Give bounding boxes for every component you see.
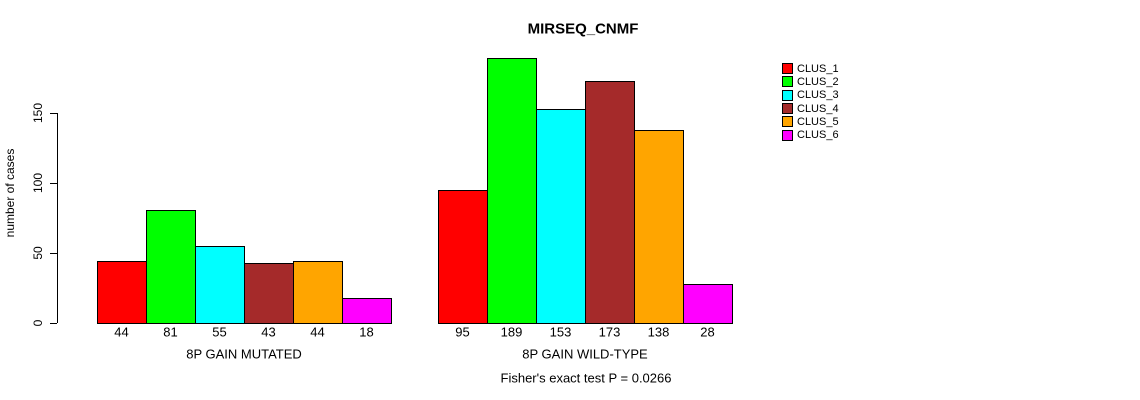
legend-item-clus_4: CLUS_4 xyxy=(782,102,839,115)
legend-label: CLUS_5 xyxy=(797,115,839,128)
bar-value-label: 43 xyxy=(261,324,276,340)
legend-label: CLUS_4 xyxy=(797,102,839,115)
bar-value-label: 44 xyxy=(310,324,325,340)
y-tick-label: 50 xyxy=(31,246,45,260)
x-group-label-2: 8P GAIN WILD-TYPE xyxy=(522,346,648,362)
legend-swatch xyxy=(782,103,793,115)
bar-value-label: 189 xyxy=(500,324,523,340)
y-tick-label: 0 xyxy=(31,319,45,327)
legend-item-clus_2: CLUS_2 xyxy=(782,75,839,88)
y-axis-line xyxy=(57,113,58,323)
legend-item-clus_3: CLUS_3 xyxy=(782,89,839,102)
bar-clus_1-group1 xyxy=(97,261,147,324)
bar-value-label: 81 xyxy=(163,324,178,340)
legend-swatch xyxy=(782,129,793,141)
bar-value-label: 138 xyxy=(647,324,670,340)
y-tick-mark xyxy=(50,323,57,324)
bar-clus_5-group1 xyxy=(293,261,343,324)
y-tick-mark xyxy=(50,183,57,184)
bar-value-label: 44 xyxy=(114,324,129,340)
legend-item-clus_1: CLUS_1 xyxy=(782,62,839,75)
legend-swatch xyxy=(782,116,793,128)
legend-label: CLUS_2 xyxy=(797,75,839,88)
bar-value-label: 95 xyxy=(455,324,470,340)
legend-item-clus_6: CLUS_6 xyxy=(782,128,839,141)
bar-value-label: 18 xyxy=(359,324,374,340)
bar-clus_4-group2 xyxy=(585,80,635,324)
bar-value-label: 153 xyxy=(549,324,572,340)
bar-value-label: 28 xyxy=(700,324,715,340)
fisher-test-note: Fisher's exact test P = 0.0266 xyxy=(500,370,672,386)
legend-swatch xyxy=(782,89,793,101)
y-tick-label: 150 xyxy=(31,102,45,124)
y-tick-label: 100 xyxy=(31,172,45,194)
bar-clus_5-group2 xyxy=(634,129,684,324)
bar-value-label: 173 xyxy=(598,324,621,340)
bar-clus_4-group1 xyxy=(244,262,294,324)
bar-clus_1-group2 xyxy=(438,190,488,324)
bar-clus_6-group2 xyxy=(683,283,733,324)
y-axis-label: number of cases xyxy=(3,148,17,238)
legend-swatch xyxy=(782,76,793,88)
bar-clus_3-group2 xyxy=(536,108,586,324)
legend-label: CLUS_1 xyxy=(797,62,839,75)
x-group-label-1: 8P GAIN MUTATED xyxy=(186,346,302,362)
legend-label: CLUS_6 xyxy=(797,129,839,142)
bar-clus_2-group1 xyxy=(146,209,196,324)
bar-clus_6-group1 xyxy=(342,297,392,324)
y-tick-mark xyxy=(50,253,57,254)
bar-clus_3-group1 xyxy=(195,246,245,324)
chart-legend: CLUS_1 CLUS_2 CLUS_3 CLUS_4 CLUS_5 CLUS_6 xyxy=(782,62,839,142)
legend-swatch xyxy=(782,63,793,75)
legend-item-clus_5: CLUS_5 xyxy=(782,115,839,128)
legend-label: CLUS_3 xyxy=(797,89,839,102)
chart-title: MIRSEQ_CNMF xyxy=(527,20,639,38)
bar-clus_2-group2 xyxy=(487,58,537,324)
y-tick-mark xyxy=(50,113,57,114)
bar-value-label: 55 xyxy=(212,324,227,340)
